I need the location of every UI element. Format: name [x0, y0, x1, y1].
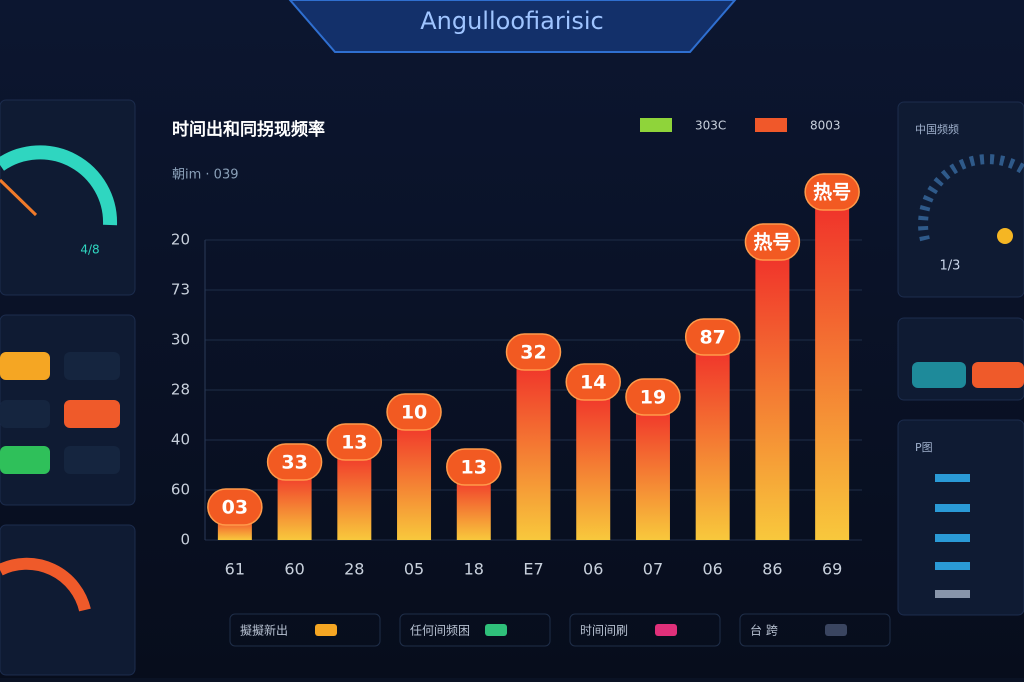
- bar-label: 32: [520, 342, 546, 364]
- button[interactable]: [912, 362, 966, 388]
- gauge-arc: [918, 154, 1024, 242]
- button[interactable]: [0, 352, 50, 380]
- x-tick-label: 06: [583, 560, 603, 579]
- x-tick-label: 60: [284, 560, 304, 579]
- panel-title: 中国频频: [915, 122, 959, 136]
- gauge-arc: [0, 145, 118, 226]
- bar: [576, 390, 611, 540]
- button[interactable]: [64, 446, 120, 474]
- bar-label: 13: [341, 432, 367, 454]
- y-tick-label: 20: [171, 231, 190, 249]
- x-tick-label: 18: [464, 560, 484, 579]
- bar-label-badge: [744, 223, 801, 261]
- left-panel: [0, 524, 136, 676]
- x-tick-label: 28: [344, 560, 364, 579]
- bar-label-badge: [505, 333, 562, 371]
- bar: [277, 470, 312, 540]
- footer-swatch: [825, 624, 847, 636]
- bar-label-badge: [565, 363, 621, 401]
- footer-item: [399, 613, 551, 647]
- panel-title: P图: [915, 441, 933, 454]
- right-panel: [897, 419, 1024, 616]
- bar-label-badge: [684, 318, 741, 356]
- bar-label-badge: [386, 393, 442, 431]
- bar-label: 14: [580, 372, 606, 394]
- bar-label: 热号: [813, 181, 851, 204]
- x-tick-label: 61: [225, 560, 245, 579]
- list-bar: [935, 474, 970, 482]
- button[interactable]: [972, 362, 1024, 388]
- footer-item: [229, 613, 381, 647]
- y-tick-label: 40: [171, 431, 190, 449]
- x-tick-label: 86: [762, 560, 782, 579]
- footer-swatch: [315, 624, 337, 636]
- bar-label: 热号: [753, 231, 791, 254]
- gauge-arc: [0, 557, 91, 612]
- x-tick-label: 07: [643, 560, 663, 579]
- y-tick-label: 28: [171, 381, 190, 399]
- footer-swatch: [655, 624, 677, 636]
- header-banner: [288, 0, 737, 53]
- bar-label-badge: [804, 173, 860, 211]
- bar: [516, 360, 551, 540]
- x-tick-label: 06: [703, 560, 723, 579]
- bar-label: 03: [222, 497, 248, 519]
- bar: [815, 200, 850, 540]
- bar-label-badge: [266, 443, 323, 481]
- legend-swatch: [755, 118, 787, 132]
- bar: [695, 345, 730, 540]
- y-tick-label: 60: [171, 481, 190, 499]
- x-tick-label: E7: [523, 560, 543, 579]
- button[interactable]: [0, 446, 50, 474]
- gauge-label: 4/8: [80, 243, 99, 257]
- bar-label-badge: [207, 488, 263, 526]
- bar-label: 87: [699, 327, 725, 349]
- bar-label-badge: [446, 448, 502, 486]
- header-title: Angulloofiarisic: [420, 7, 604, 35]
- button[interactable]: [64, 400, 120, 428]
- gauge-needle: [0, 178, 38, 217]
- footer-swatch: [485, 624, 507, 636]
- bar-label: 13: [461, 457, 487, 479]
- gauge-hub: [997, 228, 1013, 244]
- legend-label: 303C: [695, 119, 726, 133]
- legend-label: 8003: [810, 119, 841, 133]
- bar: [635, 405, 670, 540]
- x-tick-label: 05: [404, 560, 424, 579]
- list-bar: [935, 504, 970, 512]
- bar-label-badge: [326, 423, 383, 461]
- footer-item: [569, 613, 721, 647]
- footer-item: [739, 613, 891, 647]
- bar-label: 10: [401, 402, 427, 424]
- right-panel: [897, 101, 1024, 298]
- button[interactable]: [64, 352, 120, 380]
- bar: [755, 250, 790, 540]
- chart-title: 时间出和同拐现频率: [172, 119, 325, 140]
- list-bars: [935, 474, 970, 598]
- bar-label: 33: [281, 452, 307, 474]
- y-tick-label: 0: [180, 531, 190, 549]
- left-panel: [0, 99, 136, 296]
- y-tick-label: 73: [171, 281, 190, 299]
- footer-label: 任何间频困: [410, 624, 470, 638]
- bar: [456, 475, 491, 540]
- y-tick-label: 30: [171, 331, 190, 349]
- bar: [337, 450, 372, 540]
- bar: [397, 420, 432, 540]
- x-tick-label: 69: [822, 560, 842, 579]
- footer-label: 台 跨: [750, 623, 778, 638]
- footer-label: 时间间刷: [580, 624, 628, 638]
- list-bar: [935, 562, 970, 570]
- bar-label-badge: [625, 378, 681, 416]
- gauge-label: 1/3: [940, 259, 961, 274]
- footer-label: 擬擬新出: [240, 623, 288, 638]
- button[interactable]: [0, 400, 50, 428]
- list-bar: [935, 590, 970, 598]
- legend-swatch: [640, 118, 672, 132]
- chart-subtitle: 朝im · 039: [172, 168, 239, 183]
- bar-label: 19: [640, 387, 666, 409]
- list-bar: [935, 534, 970, 542]
